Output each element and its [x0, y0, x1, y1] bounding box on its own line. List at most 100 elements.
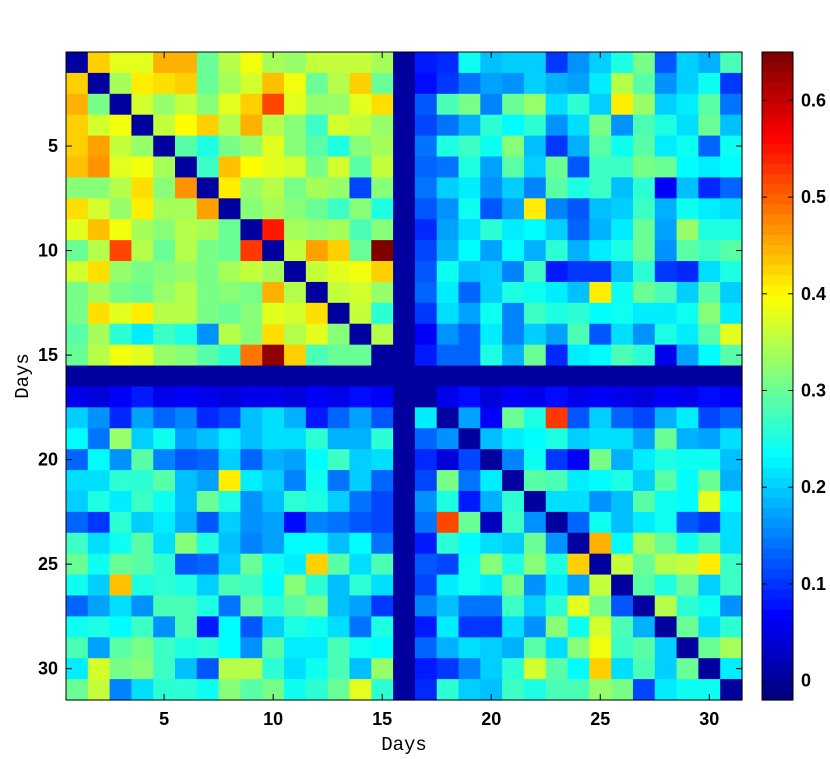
heatmap-cell	[545, 407, 569, 429]
colorbar-band	[762, 376, 793, 387]
heatmap-cell	[698, 637, 721, 659]
heatmap-cell	[480, 511, 503, 534]
heatmap-cell	[480, 156, 503, 179]
colorbar-band	[762, 325, 793, 337]
heatmap-cell	[196, 386, 220, 408]
colorbar-band	[762, 477, 793, 488]
heatmap-cell	[393, 658, 416, 680]
heatmap-cell	[240, 365, 263, 388]
heatmap-cell	[240, 511, 263, 534]
heatmap-cell	[567, 240, 590, 262]
heatmap-cell	[153, 52, 176, 74]
heatmap-cell	[218, 114, 242, 137]
heatmap-cell	[131, 490, 154, 513]
colorbar-band	[762, 517, 793, 529]
heatmap-cell	[196, 219, 220, 241]
heatmap-cell	[262, 532, 285, 555]
heatmap-cell	[240, 658, 263, 680]
heatmap-cell	[523, 658, 547, 680]
heatmap-cell	[109, 156, 133, 179]
heatmap-cell	[66, 72, 89, 95]
heatmap-cell	[327, 114, 351, 137]
heatmap-cell	[632, 490, 656, 513]
heatmap-cell	[349, 135, 372, 158]
heatmap-cell	[240, 407, 263, 429]
heatmap-cell	[698, 511, 721, 534]
colorbar-band	[762, 588, 793, 600]
heatmap-cell	[66, 490, 89, 513]
heatmap-cell	[502, 679, 525, 701]
heatmap-cell	[414, 532, 438, 555]
heatmap-cell	[523, 386, 547, 408]
heatmap-cell	[698, 72, 721, 95]
heatmap-cell	[393, 490, 416, 513]
heatmap-cell	[218, 637, 242, 659]
heatmap-cell	[654, 135, 678, 158]
colorbar-band	[762, 568, 793, 580]
colorbar-band	[762, 527, 793, 539]
heatmap-cell	[109, 114, 133, 137]
heatmap-cell	[131, 449, 154, 471]
heatmap-cell	[131, 281, 154, 304]
heatmap-cell	[305, 261, 329, 283]
heatmap-cell	[349, 72, 372, 95]
heatmap-cell	[66, 658, 89, 680]
heatmap-cell	[66, 323, 89, 346]
heatmap-cell	[87, 637, 111, 659]
heatmap-cell	[393, 93, 416, 116]
heatmap-cell	[589, 470, 612, 492]
heatmap-cell	[632, 574, 656, 597]
heatmap-cell	[153, 93, 176, 116]
heatmap-cell	[611, 428, 634, 450]
heatmap-cell	[131, 344, 154, 367]
heatmap-cell	[153, 323, 176, 346]
colorbar-band	[762, 558, 793, 569]
heatmap-cell	[523, 72, 547, 95]
heatmap-cell	[480, 198, 503, 220]
heatmap-cell	[393, 177, 416, 199]
heatmap-cell	[196, 511, 220, 534]
heatmap-cell	[153, 302, 176, 325]
heatmap-cell	[654, 532, 678, 555]
heatmap-cell	[654, 281, 678, 304]
heatmap-cell	[153, 616, 176, 638]
heatmap-cell	[349, 658, 372, 680]
heatmap-cell	[109, 637, 133, 659]
heatmap-cell	[240, 595, 263, 617]
heatmap-cell	[414, 490, 438, 513]
colorbar-tick-label: 0.5	[801, 187, 826, 207]
heatmap-cell	[676, 386, 699, 408]
heatmap-cell	[109, 261, 133, 283]
heatmap-cell	[589, 595, 612, 617]
colorbar-band	[762, 143, 793, 154]
heatmap-cell	[720, 470, 743, 492]
heatmap-cell	[720, 240, 743, 262]
heatmap-cell	[414, 574, 438, 597]
heatmap-cell	[305, 449, 329, 471]
heatmap-cell	[480, 470, 503, 492]
heatmap-cell	[698, 470, 721, 492]
heatmap-cell	[153, 511, 176, 534]
heatmap-cell	[327, 365, 351, 388]
heatmap-cell	[567, 281, 590, 304]
colorbar-band	[762, 548, 793, 559]
heatmap-cell	[414, 156, 438, 179]
heatmap-cell	[502, 72, 525, 95]
heatmap-cell	[720, 595, 743, 617]
heatmap-cell	[611, 135, 634, 158]
heatmap-cell	[196, 177, 220, 199]
heatmap-cell	[654, 261, 678, 283]
heatmap-cell	[393, 386, 416, 408]
heatmap-cell	[480, 386, 503, 408]
heatmap-cell	[218, 323, 242, 346]
heatmap-cell	[458, 135, 481, 158]
colorbar-band	[762, 538, 793, 549]
heatmap-cell	[66, 365, 89, 388]
heatmap-cell	[87, 595, 111, 617]
heatmap-cell	[240, 240, 263, 262]
heatmap-cell	[458, 114, 481, 137]
colorbar-tick-label: 0.3	[801, 381, 826, 401]
heatmap-cell	[436, 449, 460, 471]
heatmap-cells	[66, 52, 743, 701]
heatmap-cell	[109, 490, 133, 513]
